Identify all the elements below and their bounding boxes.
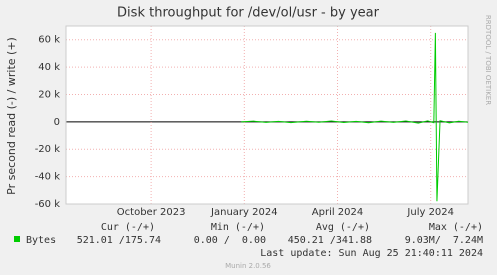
legend-header: Avg (-/+) [316,222,370,233]
x-tick-label: July 2024 [406,207,454,218]
y-tick-label: 40 k [38,62,60,73]
y-tick-label: 20 k [38,89,60,100]
data-line [241,32,469,202]
footer: Munin 2.0.56 [225,262,271,270]
x-tick-label: April 2024 [312,207,363,218]
y-tick-label: -20 k [35,144,61,155]
y-tick-label: 60 k [38,35,60,46]
legend-name: Bytes [26,235,56,246]
legend-value: 0.00 / 0.00 [194,235,266,246]
y-tick-label: -40 k [35,172,61,183]
chart-title: Disk throughput for /dev/ol/usr - by yea… [117,6,380,21]
x-tick-label: January 2024 [210,207,278,218]
legend-header: Cur (-/+) [101,222,155,233]
legend-value: 521.01 /175.74 [77,235,161,246]
side-label: RRDTOOL / TOBI OETIKER [484,15,492,105]
legend-swatch [14,236,20,242]
legend-value: 9.03M/ 7.24M [405,235,483,246]
plot-area [66,26,468,204]
y-axis-label: Pr second read (-) / write (+) [5,37,18,195]
y-tick-label: -60 k [35,199,61,210]
y-tick-label: 0 [54,117,60,128]
plot-border [65,25,469,205]
legend-value: 450.21 /341.88 [288,235,372,246]
x-tick-label: October 2023 [117,207,186,218]
legend-header: Min (-/+) [211,222,265,233]
legend-header: Max (-/+) [429,222,483,233]
last-update: Last update: Sun Aug 25 21:40:11 2024 [260,248,483,259]
